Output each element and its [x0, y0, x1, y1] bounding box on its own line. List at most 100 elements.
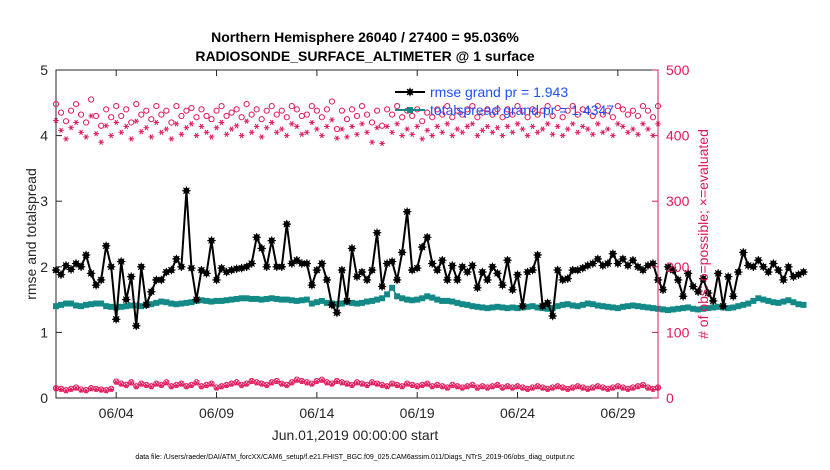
obs_evaluated-marker: [113, 119, 119, 126]
obs_evaluated_small-marker: [615, 384, 621, 390]
obs_evaluated-marker: [78, 129, 84, 136]
totalspread-marker: [639, 303, 646, 310]
obs_evaluated-marker: [158, 129, 165, 136]
totalspread-marker: [459, 301, 466, 308]
rmse-marker: [488, 262, 497, 271]
obs_evaluated-marker: [374, 125, 380, 131]
rmse-marker: [167, 265, 176, 275]
obs_evaluated-marker: [444, 121, 451, 127]
obs_possible-marker: [238, 114, 245, 121]
obs_evaluated-marker: [389, 129, 395, 136]
obs_possible-marker: [83, 119, 90, 126]
totalspread-marker: [559, 301, 566, 308]
obs_evaluated-marker: [529, 123, 536, 130]
obs_possible-marker: [208, 116, 215, 123]
x-tick-label: 06/24: [500, 405, 535, 421]
rmse-marker: [252, 233, 261, 242]
obs_evaluated_small-marker: [564, 386, 571, 393]
obs_possible-marker: [218, 102, 225, 110]
obs_evaluated_small-marker: [484, 385, 491, 391]
totalspread-marker: [670, 306, 677, 313]
obs_evaluated-marker: [123, 123, 130, 130]
totalspread-marker: [504, 305, 511, 312]
rmse-marker: [423, 233, 432, 242]
obs_evaluated_small-marker: [304, 380, 310, 386]
totalspread-marker: [725, 305, 732, 312]
obs_evaluated_small-marker: [168, 384, 175, 390]
totalspread-marker: [133, 302, 140, 309]
totalspread-marker: [318, 297, 325, 304]
obs_evaluated_small-marker: [419, 382, 426, 389]
totalspread-marker: [188, 299, 195, 306]
obs_evaluated_small-marker: [444, 385, 451, 391]
totalspread-marker: [695, 306, 702, 313]
y-axis-left-label: rmse and totalspread: [23, 168, 39, 300]
legend-label: totalspread grand pr = 1.4347: [430, 102, 614, 118]
totalspread-marker: [750, 297, 757, 304]
obs_possible-marker: [649, 114, 657, 121]
obs_possible-marker: [474, 114, 481, 121]
rmse-marker: [698, 274, 708, 283]
obs_possible-marker: [434, 106, 441, 113]
rmse-marker: [257, 244, 266, 253]
obs_possible_small-marker: [308, 380, 315, 387]
rmse-marker: [127, 272, 136, 281]
totalspread-marker: [800, 301, 807, 308]
obs_possible-marker: [67, 107, 75, 114]
obs_possible-marker: [439, 111, 446, 118]
obs_evaluated_small-marker: [228, 381, 235, 387]
obs_evaluated_small-marker: [88, 386, 94, 392]
obs_evaluated_small-marker: [464, 384, 471, 390]
obs_evaluated-marker: [504, 123, 511, 130]
totalspread-marker: [238, 295, 245, 302]
obs_evaluated-marker: [203, 129, 210, 136]
obs_possible-marker: [399, 114, 406, 121]
obs_evaluated_small-marker: [93, 386, 99, 393]
obs_possible-marker: [313, 107, 320, 114]
rmse-marker: [734, 267, 743, 277]
obs_possible-marker: [539, 107, 546, 114]
obs_evaluated-marker: [464, 123, 471, 130]
obs_evaluated-marker: [198, 123, 205, 130]
obs_evaluated_small-marker: [439, 384, 446, 390]
totalspread-marker: [479, 304, 486, 311]
obs_possible_small-marker: [233, 379, 240, 386]
totalspread-marker: [770, 299, 777, 306]
obs_possible-marker: [469, 102, 476, 110]
totalspread-marker: [514, 305, 521, 312]
rmse-marker: [724, 272, 733, 281]
totalspread-marker: [63, 300, 70, 307]
obs_evaluated_small-marker: [113, 379, 119, 385]
obs_evaluated_small-marker: [434, 382, 441, 389]
rmse-marker: [307, 280, 317, 290]
obs_evaluated_small-marker: [208, 381, 215, 387]
rmse-marker: [628, 256, 638, 265]
obs_evaluated_small-marker: [620, 385, 626, 391]
obs_possible-marker: [509, 111, 516, 118]
totalspread-marker: [178, 300, 185, 307]
obs_evaluated-marker: [544, 121, 551, 127]
obs_evaluated_small-marker: [374, 381, 380, 387]
obs_evaluated_small-marker: [519, 385, 526, 391]
totalspread-marker: [439, 297, 446, 304]
rmse-marker: [553, 265, 562, 275]
obs_evaluated-marker: [93, 130, 99, 137]
totalspread-marker: [153, 299, 160, 306]
rmse-marker: [217, 263, 226, 273]
rmse-marker: [202, 269, 211, 278]
obs_evaluated-marker: [625, 129, 631, 136]
rmse-marker: [367, 265, 377, 275]
obs_possible-marker: [619, 106, 626, 113]
chart-title: Northern Hemisphere 26040 / 27400 = 95.0…: [211, 29, 519, 45]
rmse-marker: [673, 275, 683, 285]
rmse-marker: [66, 265, 76, 274]
obs_possible-marker: [203, 112, 210, 120]
rmse-marker: [623, 261, 633, 270]
obs_evaluated_small-marker: [143, 382, 150, 389]
obs_evaluated_small-marker: [123, 382, 130, 389]
obs_possible-marker: [419, 118, 426, 125]
obs_evaluated-marker: [514, 121, 521, 127]
obs_possible_small-marker: [158, 381, 165, 388]
totalspread-marker: [599, 303, 606, 310]
obs_evaluated_small-marker: [128, 380, 135, 386]
